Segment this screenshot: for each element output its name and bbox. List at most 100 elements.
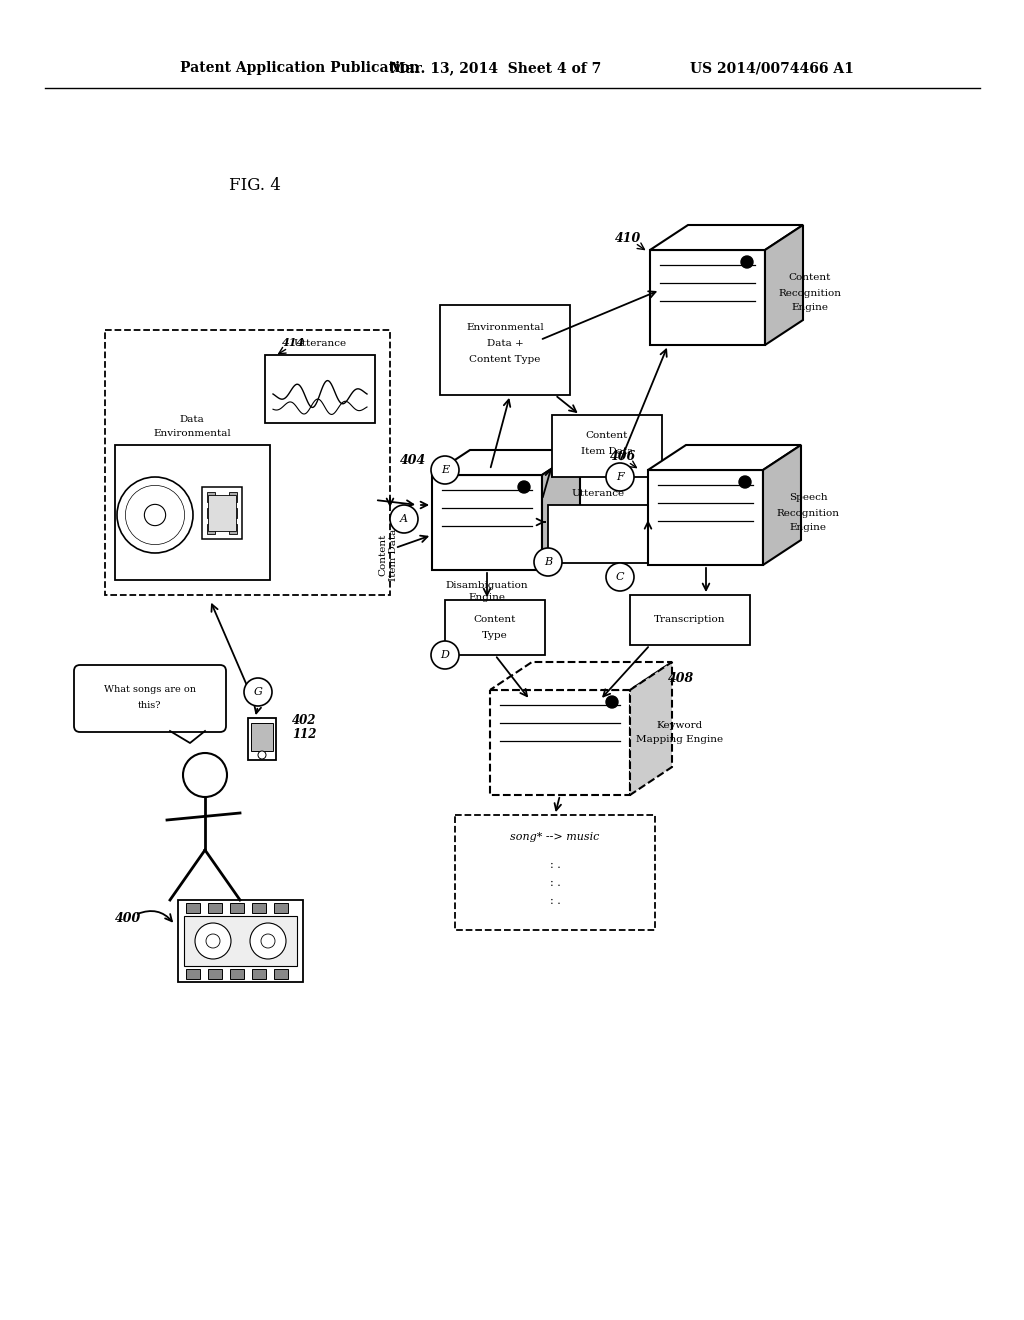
- Bar: [202, 487, 242, 539]
- Text: Engine: Engine: [469, 594, 506, 602]
- Bar: [186, 903, 200, 913]
- Polygon shape: [630, 663, 672, 795]
- Text: US 2014/0074466 A1: US 2014/0074466 A1: [690, 61, 854, 75]
- Bar: [229, 524, 237, 535]
- Bar: [552, 414, 662, 477]
- Polygon shape: [650, 224, 803, 249]
- Circle shape: [431, 642, 459, 669]
- Bar: [230, 903, 244, 913]
- Bar: [230, 969, 244, 979]
- Text: D: D: [440, 649, 450, 660]
- Text: 406: 406: [610, 450, 636, 462]
- Text: G: G: [254, 686, 262, 697]
- Circle shape: [606, 696, 618, 708]
- Circle shape: [258, 751, 266, 759]
- FancyBboxPatch shape: [74, 665, 226, 733]
- Text: E: E: [441, 465, 450, 475]
- Bar: [650, 249, 765, 345]
- Text: Speech: Speech: [788, 494, 827, 503]
- Bar: [490, 690, 630, 795]
- Bar: [548, 506, 648, 564]
- Bar: [208, 495, 236, 531]
- Bar: [207, 508, 215, 517]
- Text: F: F: [616, 473, 624, 482]
- Bar: [207, 492, 215, 502]
- Text: 414: 414: [282, 337, 305, 347]
- Bar: [252, 903, 266, 913]
- Polygon shape: [648, 445, 801, 470]
- Text: FIG. 4: FIG. 4: [229, 177, 281, 194]
- Circle shape: [134, 494, 176, 536]
- Text: Content: Content: [586, 430, 628, 440]
- Text: Disambiguation: Disambiguation: [445, 581, 528, 590]
- Text: Transcription: Transcription: [654, 615, 726, 624]
- Circle shape: [250, 923, 286, 960]
- Circle shape: [206, 935, 220, 948]
- Text: Type: Type: [482, 631, 508, 639]
- Polygon shape: [432, 450, 580, 475]
- Text: Mapping Engine: Mapping Engine: [637, 735, 724, 744]
- Circle shape: [261, 935, 275, 948]
- Bar: [274, 903, 288, 913]
- Circle shape: [741, 256, 753, 268]
- Bar: [208, 969, 222, 979]
- Bar: [440, 305, 570, 395]
- Bar: [248, 718, 276, 760]
- Bar: [630, 595, 750, 645]
- Text: 408: 408: [668, 672, 694, 685]
- Text: B: B: [544, 557, 552, 568]
- Text: Content: Content: [788, 273, 831, 282]
- Circle shape: [431, 455, 459, 484]
- Circle shape: [606, 463, 634, 491]
- Text: Recognition: Recognition: [778, 289, 842, 297]
- Text: Data +: Data +: [486, 338, 523, 347]
- Bar: [186, 969, 200, 979]
- Text: Environmental: Environmental: [154, 429, 230, 437]
- Bar: [229, 508, 237, 517]
- Circle shape: [195, 923, 231, 960]
- Bar: [252, 969, 266, 979]
- Text: 402: 402: [292, 714, 316, 726]
- Bar: [432, 475, 542, 570]
- Bar: [208, 903, 222, 913]
- Text: Environmental: Environmental: [466, 322, 544, 331]
- Polygon shape: [763, 445, 801, 565]
- Text: Data: Data: [179, 416, 205, 425]
- Text: this?: this?: [138, 701, 162, 710]
- Text: : .: : .: [550, 878, 560, 888]
- Text: Content Type: Content Type: [469, 355, 541, 363]
- Text: 112: 112: [292, 729, 316, 742]
- Circle shape: [534, 548, 562, 576]
- Polygon shape: [170, 731, 205, 743]
- Text: What songs are on: What songs are on: [104, 685, 196, 694]
- Text: Content
Item Data: Content Item Data: [378, 529, 397, 581]
- Text: C: C: [615, 572, 625, 582]
- Bar: [265, 355, 375, 422]
- Text: Engine: Engine: [792, 304, 828, 313]
- Bar: [251, 723, 273, 751]
- Bar: [207, 524, 215, 535]
- Circle shape: [117, 477, 193, 553]
- Text: : .: : .: [550, 896, 560, 906]
- Text: 400: 400: [115, 912, 141, 924]
- Circle shape: [125, 486, 184, 545]
- Circle shape: [606, 564, 634, 591]
- Bar: [184, 916, 297, 966]
- Text: Mar. 13, 2014  Sheet 4 of 7: Mar. 13, 2014 Sheet 4 of 7: [390, 61, 601, 75]
- Text: 410: 410: [615, 231, 641, 244]
- Polygon shape: [490, 663, 672, 690]
- Circle shape: [739, 477, 751, 488]
- Bar: [178, 900, 303, 982]
- Text: Utterance: Utterance: [571, 488, 625, 498]
- Bar: [105, 330, 390, 595]
- Bar: [115, 445, 270, 579]
- Text: Content: Content: [474, 615, 516, 624]
- Text: : .: : .: [550, 861, 560, 870]
- Circle shape: [244, 678, 272, 706]
- Text: A: A: [400, 513, 408, 524]
- Bar: [648, 470, 763, 565]
- Text: 404: 404: [400, 454, 426, 466]
- Bar: [455, 814, 655, 931]
- Circle shape: [183, 752, 227, 797]
- Circle shape: [144, 504, 166, 525]
